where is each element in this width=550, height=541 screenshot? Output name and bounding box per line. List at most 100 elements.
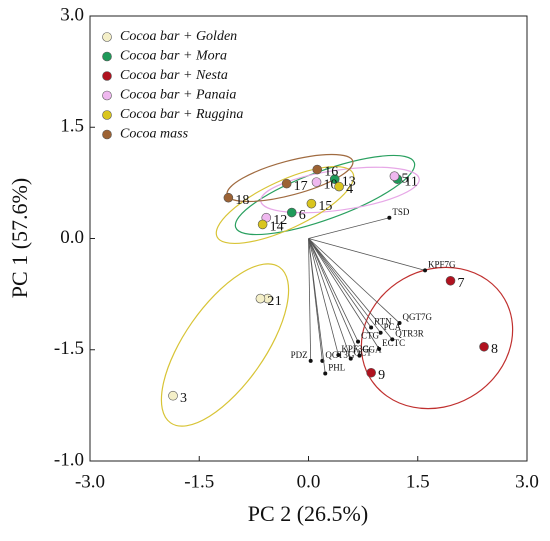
point [445,275,456,286]
loading-tip [357,353,362,358]
loading-tip [378,330,383,335]
loading-label: KPF3G [341,344,369,354]
loading-label: TSD [392,207,410,217]
legend-label: Cocoa bar + Ruggina [120,107,243,122]
point [281,178,292,189]
loading-label: QTR3R [395,328,424,338]
point [312,164,323,175]
point [255,293,266,304]
legend-label: Cocoa bar + Golden [120,29,237,44]
point-label: 18 [235,193,249,208]
point [311,177,322,187]
point [168,390,178,401]
loading-tip [369,325,374,330]
point-label: 5 [401,171,408,186]
loading-tip [348,356,353,361]
loading-vector [308,238,393,340]
point-label: 14 [270,220,284,235]
loading-vector [308,238,352,359]
ellipse [215,165,355,245]
point-label: 10 [324,177,338,192]
x-tick-label: 1.5 [406,471,430,492]
loading-label: PCA [384,322,402,332]
loading-label: QCT [354,348,373,358]
legend-marker [102,90,112,101]
loading-label: RTN [374,317,392,327]
loading-tip [336,352,341,357]
x-tick-label: 3.0 [515,471,539,492]
legend-marker [102,129,112,140]
loading-tip [390,337,395,342]
ellipse [160,263,290,427]
loading-tip [377,347,382,352]
point-label: 2 [267,294,274,309]
point [479,341,489,352]
loading-label: PDZ [291,350,308,360]
point [329,174,340,184]
loading-tip [423,268,428,273]
y-tick-label: 0.0 [60,227,84,248]
ellipse [234,154,416,236]
loading-label: QCT3G [325,350,355,360]
loading-vector [308,238,426,271]
loading-tip [387,215,392,220]
point-label: 12 [273,213,287,228]
loading-vector [308,238,400,324]
loading-label: CGA [362,345,382,355]
legend-label: Cocoa bar + Nesta [120,68,228,83]
loading-vector [308,238,326,374]
y-tick-label: 1.5 [60,116,84,137]
loading-vector [308,238,380,350]
loading-tip [356,339,361,344]
legend-label: Cocoa mass [120,127,189,142]
point [257,219,268,230]
legend-label: Cocoa bar + Mora [120,49,227,64]
point [223,192,234,203]
point-label: 9 [378,368,385,383]
y-tick-label: 3.0 [60,4,84,25]
loading-label: PHL [328,363,345,373]
loading-tip [323,371,328,376]
loading-tip [397,321,402,326]
legend-marker [102,32,112,42]
point-label: 4 [346,182,353,197]
loading-vector [308,238,339,356]
loading-vector [308,238,381,333]
loading-vector [308,238,359,342]
x-tick-label: -3.0 [75,471,105,492]
point-label: 16 [324,165,338,180]
point-label: 13 [342,174,356,189]
point [286,207,297,218]
point [366,367,376,378]
x-tick-label: 0.0 [297,471,321,492]
legend-marker [102,51,112,62]
loading-label: QGT7G [403,312,433,322]
loading-label: KPF7G [428,259,456,269]
point-label: 3 [180,391,187,406]
x-axis-label: PC 2 (26.5%) [248,501,368,526]
loading-vector [308,238,360,356]
point-label: 1 [275,294,282,309]
x-tick-label: -1.5 [184,471,214,492]
point [389,171,400,181]
loading-vector [308,238,312,361]
y-tick-label: -1.0 [54,449,84,470]
legend-label: Cocoa bar + Panaia [120,88,236,103]
point-label: 17 [294,179,308,194]
point [334,181,344,192]
loading-label: ECTC [382,338,405,348]
point [306,198,317,209]
point-label: 11 [404,174,417,189]
point-label: 8 [491,342,498,357]
loading-tip [308,358,313,363]
point-label: 15 [318,199,332,214]
loading-label: CTG [361,331,380,341]
group-ellipses [160,153,514,427]
loading-vector [308,217,390,239]
legend-marker [102,110,112,120]
y-tick-label: -1.5 [54,338,84,359]
y-axis-label: PC 1 (57.6%) [7,178,32,298]
point-label: 6 [299,208,306,223]
loading-vector [308,238,372,328]
